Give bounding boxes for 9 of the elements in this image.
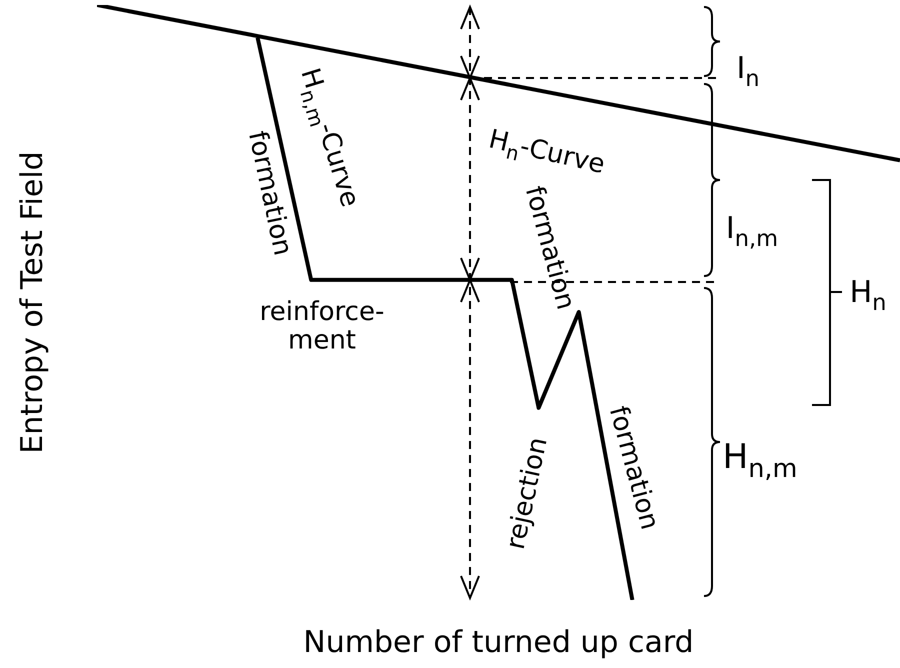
annotation: H$_{n,m}$ [722,437,798,484]
annotation: rejection [500,434,554,552]
annotation: I$_{n,m}$ [726,211,778,252]
y-axis-title: Entropy of Test Field [15,151,50,454]
annotation: reinforce- ment [260,297,384,356]
annotation: H$_{n}$ [850,275,886,316]
x-axis-title: Number of turned up card [303,625,694,660]
annotation: I$_{n}$ [736,51,760,92]
annotation: formation [242,128,298,258]
